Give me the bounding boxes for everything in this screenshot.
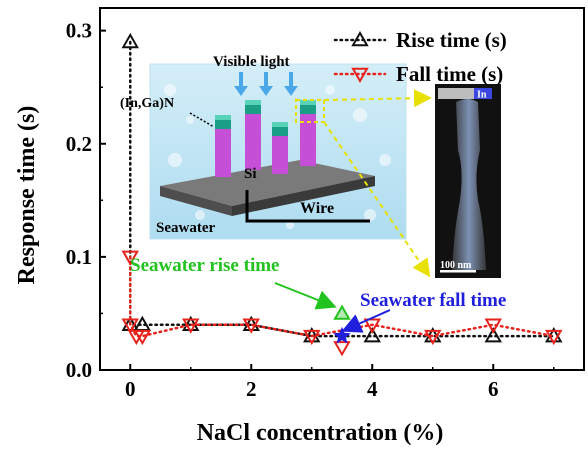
seawater-fall-label: Seawater fall time xyxy=(360,290,506,311)
data-point xyxy=(121,318,139,334)
data-point xyxy=(121,32,139,49)
seawater-rise-arrow xyxy=(274,282,337,310)
bubbles xyxy=(164,84,391,229)
nanowires xyxy=(215,100,316,177)
seawater-label: Seawater xyxy=(156,220,215,236)
seawater-fall-point-red xyxy=(333,341,351,357)
y-tick-label: 0.3 xyxy=(66,19,92,43)
data-point xyxy=(303,329,321,346)
tem-element-label: In xyxy=(477,90,487,101)
material-pointer xyxy=(189,112,215,128)
y-axis-label: Response time (s) xyxy=(14,106,40,285)
zoom-line-bottom xyxy=(323,121,431,278)
data-point xyxy=(363,327,381,343)
x-tick-label: 0 xyxy=(125,377,136,401)
legend-marker xyxy=(351,30,369,47)
visible-light-label: Visible light xyxy=(213,54,290,70)
axes: 0 2 4 6 0.0 0.1 0.2 0.3 xyxy=(66,7,585,401)
data-point xyxy=(484,327,502,343)
light-arrows xyxy=(234,72,298,96)
x-tick-label: 4 xyxy=(367,377,378,401)
series-fall-time xyxy=(121,250,563,346)
data-point xyxy=(424,329,442,346)
tem-image: In 100 nm xyxy=(435,84,501,278)
tem-scale-bar xyxy=(440,270,476,273)
y-tick-label: 0.2 xyxy=(66,132,92,156)
data-point xyxy=(242,318,260,334)
tem-haadf-tag xyxy=(438,88,474,99)
inset-illustration: Visible light (In,Ga)N Si Wire Seawater xyxy=(120,54,432,278)
x-tick-label: 2 xyxy=(246,377,257,401)
si-label: Si xyxy=(244,166,257,182)
tem-scale-label: 100 nm xyxy=(440,260,472,271)
legend: Rise time (s) Fall time (s) xyxy=(333,28,507,86)
data-point xyxy=(484,318,502,334)
data-point xyxy=(363,318,381,334)
tem-wire xyxy=(452,99,486,270)
legend-label: Rise time (s) xyxy=(396,28,507,52)
wire-label: Wire xyxy=(300,200,334,217)
seawater-fall-point xyxy=(333,326,351,344)
annotations: Seawater rise time Seawater fall time xyxy=(130,255,506,333)
series xyxy=(121,32,563,357)
y-tick-label: 0.0 xyxy=(66,358,92,382)
zoom-box xyxy=(295,99,325,123)
y-tick-label: 0.1 xyxy=(66,245,92,269)
si-substrate-top xyxy=(160,160,375,206)
tem-element-tag xyxy=(474,88,492,99)
data-point xyxy=(133,329,152,346)
legend-label: Fall time (s) xyxy=(396,62,503,86)
seawater-rise-label: Seawater rise time xyxy=(130,255,279,276)
legend-marker xyxy=(351,67,369,84)
material-label: (In,Ga)N xyxy=(120,96,174,111)
si-substrate-front xyxy=(160,186,232,216)
data-point xyxy=(182,318,200,334)
series-line xyxy=(129,255,555,338)
x-axis-label: NaCl concentration (%) xyxy=(197,420,444,446)
data-point xyxy=(545,329,563,346)
seawater-rise-point xyxy=(333,304,351,320)
data-point xyxy=(121,250,139,266)
wire xyxy=(245,190,370,223)
plot-frame xyxy=(99,7,585,371)
x-tick-label: 6 xyxy=(488,377,499,401)
si-substrate-side xyxy=(232,176,375,216)
seawater-fall-arrow xyxy=(341,309,391,333)
